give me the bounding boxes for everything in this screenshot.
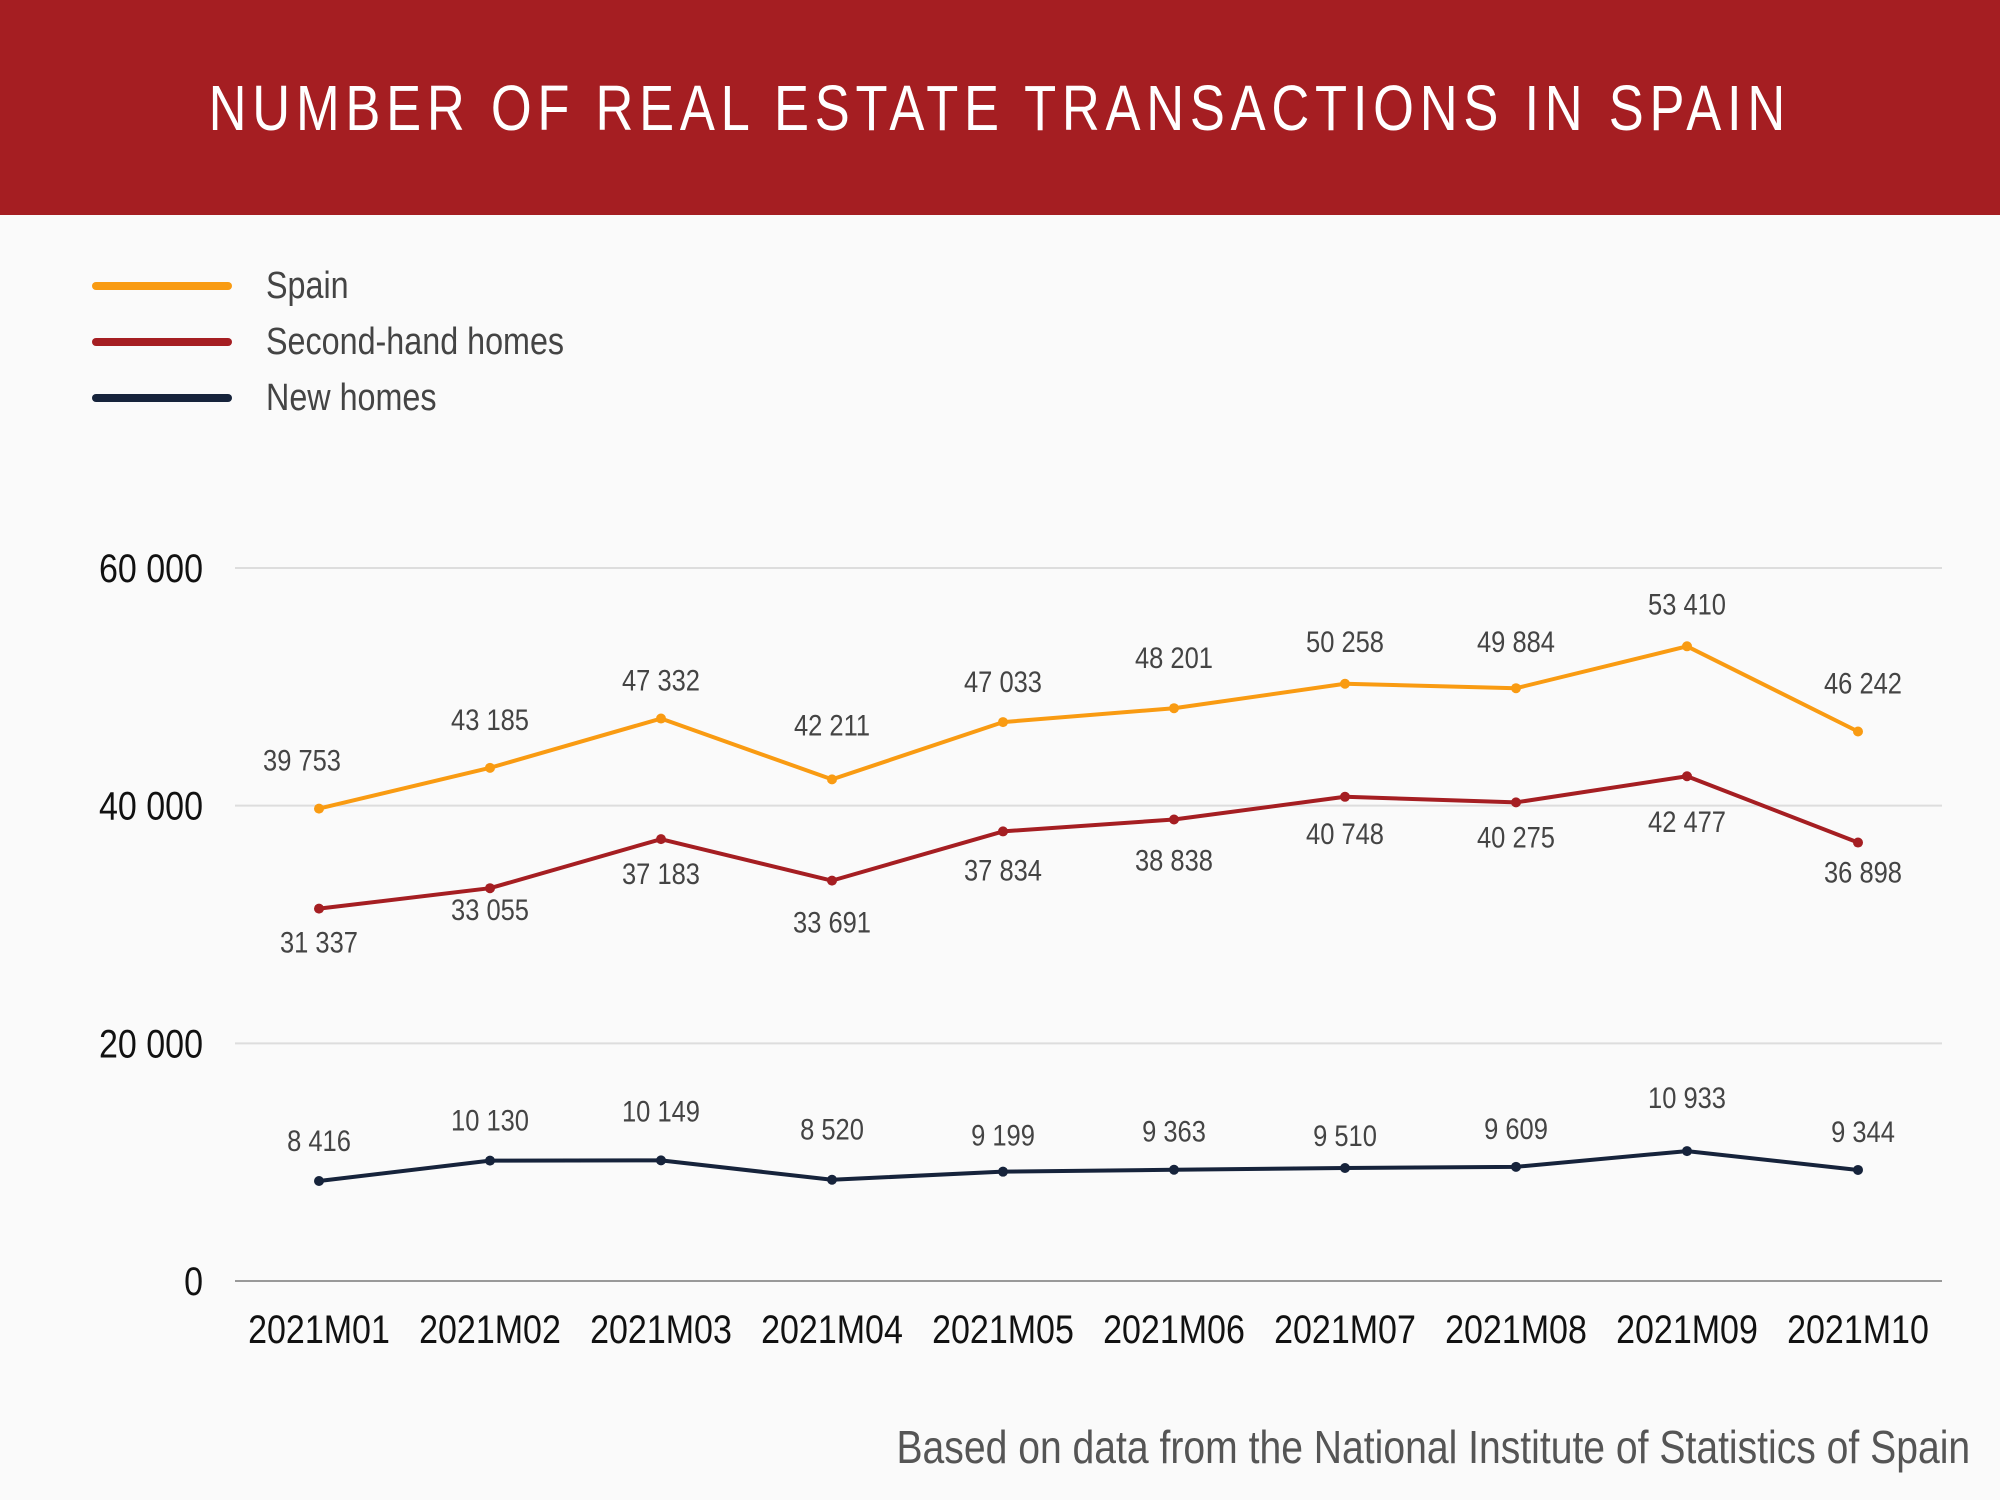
data-label: 31 337 [280,926,358,959]
data-label: 43 185 [451,703,529,736]
data-label: 37 183 [622,857,700,890]
legend-item-new-homes: New homes [92,370,617,426]
legend-label-spain: Spain [266,264,349,307]
source-note: Based on data from the National Institut… [896,1421,1970,1473]
data-label: 10 933 [1648,1081,1726,1114]
x-tick-label: 2021M09 [1616,1306,1758,1351]
legend-swatch-spain [92,282,232,290]
y-tick-label: 40 000 [99,783,203,828]
x-tick-label: 2021M10 [1787,1306,1929,1351]
data-label: 8 416 [287,1124,351,1157]
data-point [1682,771,1692,782]
data-point [827,875,837,886]
series-line [317,774,1860,911]
data-point [1511,1161,1521,1172]
chart-title: NUMBER OF REAL ESTATE TRANSACTIONS IN SP… [208,71,1792,144]
x-tick-label: 2021M06 [1103,1306,1245,1351]
legend-swatch-new-homes [92,394,232,402]
x-tick-label: 2021M05 [932,1306,1074,1351]
data-label: 9 609 [1484,1112,1548,1145]
x-tick-label: 2021M03 [590,1306,732,1351]
data-point [1169,814,1179,825]
data-point [485,883,495,894]
data-point [1169,703,1179,714]
data-label: 39 753 [263,744,341,777]
legend: Spain Second-hand homes New homes [92,258,617,426]
legend-swatch-second-hand-homes [92,338,232,346]
data-point [998,717,1008,728]
data-label: 49 884 [1477,625,1555,658]
data-label: 42 477 [1648,805,1726,838]
header-banner: NUMBER OF REAL ESTATE TRANSACTIONS IN SP… [0,0,2000,215]
x-tick-label: 2021M02 [419,1306,561,1351]
data-point [998,1166,1008,1177]
data-point [827,1174,837,1185]
data-point [1682,641,1692,652]
data-label: 46 242 [1824,667,1902,700]
x-tick-label: 2021M04 [761,1306,903,1351]
data-label: 48 201 [1135,641,1213,674]
data-point [1853,837,1863,848]
data-point [314,903,324,914]
data-label: 9 510 [1313,1119,1377,1152]
data-label: 40 748 [1306,817,1384,850]
data-point [1511,797,1521,808]
data-label: 10 149 [622,1094,700,1127]
data-label: 42 211 [794,708,870,741]
data-label: 36 898 [1824,856,1902,889]
data-label: 9 344 [1831,1115,1895,1148]
y-tick-label: 60 000 [99,545,203,590]
data-label: 9 199 [971,1119,1035,1152]
series-line [317,1149,1860,1183]
data-point [827,774,837,785]
data-point [314,1175,324,1186]
data-point [1511,683,1521,694]
data-label: 53 410 [1648,587,1726,620]
data-label: 33 055 [451,893,529,926]
data-point [1853,1164,1863,1175]
x-tick-label: 2021M01 [248,1306,390,1351]
data-point [656,713,666,724]
data-point [1682,1146,1692,1157]
x-tick-label: 2021M08 [1445,1306,1587,1351]
data-point [656,834,666,845]
data-point [1340,678,1350,689]
legend-label-new-homes: New homes [266,376,437,419]
data-point [656,1155,666,1166]
data-label: 40 275 [1477,820,1555,853]
data-label: 38 838 [1135,844,1213,877]
data-point [1853,726,1863,737]
data-point [1340,791,1350,802]
data-point [314,803,324,814]
data-point [485,1155,495,1166]
x-tick-label: 2021M07 [1274,1306,1416,1351]
y-tick-label: 20 000 [99,1021,203,1066]
y-tick-label: 0 [184,1258,203,1303]
legend-label-second-hand-homes: Second-hand homes [266,320,565,363]
series-line [317,644,1860,811]
data-label: 10 130 [451,1104,529,1137]
data-point [998,826,1008,837]
data-point [1169,1164,1179,1175]
legend-item-second-hand-homes: Second-hand homes [92,314,617,370]
data-label: 47 033 [964,665,1042,698]
data-point [485,762,495,773]
data-label: 47 332 [622,664,700,697]
data-label: 50 258 [1306,625,1384,658]
data-point [1340,1162,1350,1173]
legend-item-spain: Spain [92,258,617,314]
data-label: 9 363 [1142,1115,1206,1148]
data-label: 37 834 [964,853,1042,886]
data-label: 8 520 [800,1113,864,1146]
data-label: 33 691 [793,906,871,939]
